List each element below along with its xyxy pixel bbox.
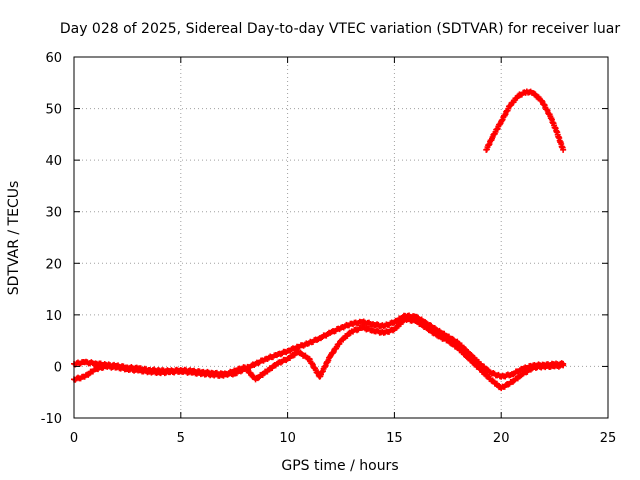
- series-main-band-lower: [71, 315, 567, 392]
- y-tick-label: 30: [45, 206, 62, 221]
- data-point: [510, 378, 517, 385]
- y-tick-label: 50: [45, 103, 62, 118]
- data-point: [560, 146, 567, 153]
- data-point: [467, 351, 474, 358]
- x-tick-label: 5: [177, 431, 185, 446]
- data-point: [329, 350, 336, 357]
- x-tick-label: 20: [493, 431, 510, 446]
- y-tick-label: 0: [54, 360, 62, 375]
- grid-layer: [74, 57, 608, 418]
- chart-title: Day 028 of 2025, Sidereal Day-to-day VTE…: [60, 21, 621, 37]
- x-tick-label: 15: [386, 431, 403, 446]
- data-point: [484, 372, 491, 379]
- x-axis-label: GPS time / hours: [281, 458, 398, 474]
- tick-layer: 0 5 10 15 20 25 -10 0 10 20 30 40 50 60: [41, 51, 617, 446]
- data-point: [449, 340, 456, 347]
- y-tick-label: 40: [45, 154, 62, 169]
- y-tick-label: 60: [45, 51, 62, 66]
- y-axis-label: SDTVAR / TECUs: [6, 181, 22, 296]
- data-point: [489, 377, 496, 384]
- plot-frame: [73, 56, 609, 419]
- x-tick-label: 25: [600, 431, 617, 446]
- data-point: [560, 362, 567, 369]
- data-layer: [71, 88, 567, 392]
- x-tick-label: 10: [279, 431, 296, 446]
- series-evening-arc: [483, 88, 567, 153]
- y-tick-label: 10: [45, 309, 62, 324]
- y-tick-label: 20: [45, 257, 62, 272]
- data-point: [506, 102, 513, 109]
- y-tick-label: -10: [41, 412, 62, 427]
- data-point: [467, 356, 474, 363]
- x-tick-label: 0: [70, 431, 78, 446]
